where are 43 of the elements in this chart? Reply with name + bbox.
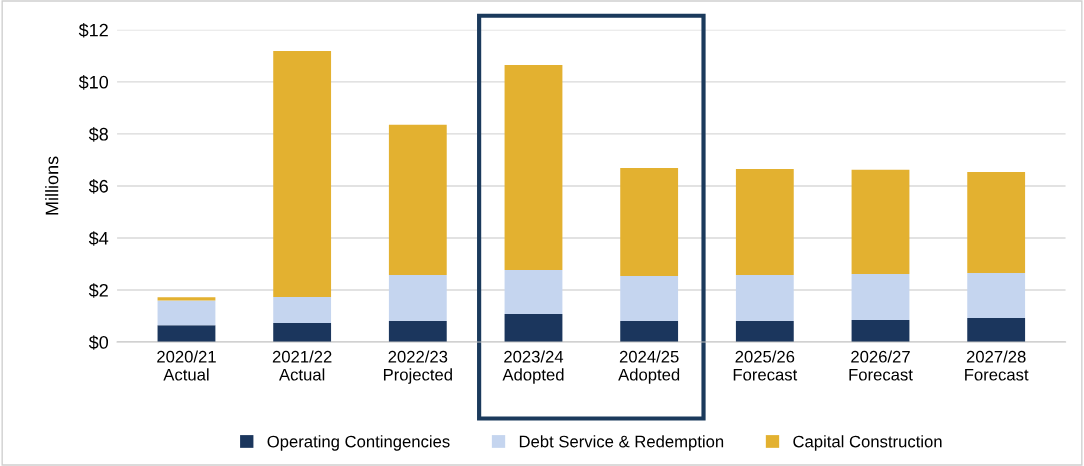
bar — [388, 274, 447, 321]
x-tick-label: 2021/22 Actual — [272, 350, 332, 381]
bar — [388, 124, 447, 275]
bar — [620, 167, 679, 276]
bar — [735, 169, 794, 275]
bar — [620, 320, 679, 343]
bar — [967, 171, 1026, 274]
bar — [504, 64, 563, 270]
bar — [504, 313, 563, 343]
x-tick-label: 2025/26 Forecast — [733, 350, 798, 381]
y-axis-title: Millions — [45, 156, 59, 215]
legend-label: Debt Service & Redemption — [519, 435, 724, 451]
legend-label: Capital Construction — [793, 435, 942, 451]
x-tick-label: 2026/27 Forecast — [849, 350, 913, 381]
y-tick-label: $8 — [88, 127, 108, 142]
y-tick-label: $12 — [78, 23, 108, 38]
bar — [967, 318, 1026, 343]
bar — [273, 323, 332, 343]
y-tick-label: $10 — [78, 75, 109, 90]
y-tick-label: $4 — [88, 231, 109, 246]
bar — [620, 275, 679, 321]
y-tick-label: $6 — [88, 179, 108, 194]
bar — [273, 50, 332, 298]
bar — [388, 320, 447, 343]
x-tick-label: 2024/25 Adopted — [618, 350, 680, 384]
bar — [851, 169, 910, 274]
x-tick-label: 2023/24 Adopted — [502, 350, 564, 384]
bar — [735, 320, 794, 343]
legend-label: Operating Contingencies — [267, 435, 450, 451]
bar — [157, 325, 216, 343]
y-tick-label: $0 — [88, 335, 109, 350]
bar — [504, 269, 563, 314]
bar — [157, 297, 216, 301]
y-tick-label: $2 — [88, 283, 108, 298]
bar — [967, 273, 1026, 319]
bar — [735, 274, 794, 321]
bar — [273, 297, 332, 324]
x-tick-label: 2020/21 Actual — [157, 350, 216, 381]
bar — [157, 300, 216, 326]
x-tick-label: 2027/28 Forecast — [965, 350, 1029, 381]
x-tick-label: 2022/23 Projected — [383, 350, 452, 384]
bar — [851, 273, 910, 320]
bar — [851, 319, 910, 343]
